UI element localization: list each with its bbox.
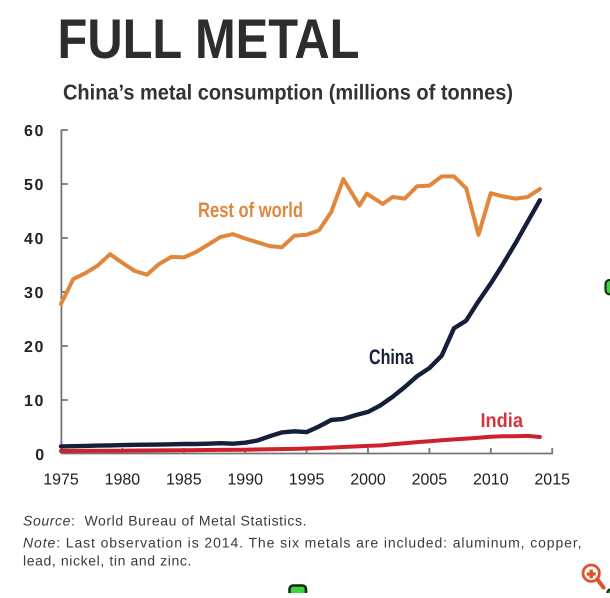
- svg-text:40: 40: [24, 231, 45, 248]
- svg-text:China: China: [369, 346, 414, 369]
- svg-text:Note: Last observation is 2014: Note: Last observation is 2014. The six …: [23, 535, 582, 551]
- svg-text:Rest of world: Rest of world: [198, 199, 303, 222]
- svg-text:20: 20: [24, 339, 45, 356]
- svg-text:50: 50: [24, 177, 45, 194]
- svg-text:60: 60: [24, 123, 45, 140]
- svg-text:1995: 1995: [289, 472, 325, 489]
- svg-text:FULL METAL: FULL METAL: [58, 7, 360, 70]
- svg-text:1980: 1980: [105, 472, 141, 489]
- svg-text:1990: 1990: [227, 472, 263, 489]
- svg-text:1985: 1985: [166, 472, 202, 489]
- svg-text:2015: 2015: [534, 472, 570, 489]
- svg-text:Source: World Bureau of Metal: Source: World Bureau of Metal Statistics…: [23, 513, 307, 529]
- svg-text:10: 10: [24, 393, 45, 410]
- svg-text:2005: 2005: [412, 472, 448, 489]
- svg-text:0: 0: [35, 447, 44, 464]
- svg-text:30: 30: [24, 285, 45, 302]
- svg-text:China’s metal consumption (mil: China’s metal consumption (millions of t…: [63, 81, 513, 105]
- svg-text:1975: 1975: [43, 472, 79, 489]
- svg-text:India: India: [481, 410, 524, 432]
- svg-text:lead, nickel, tin and zinc.: lead, nickel, tin and zinc.: [23, 553, 192, 569]
- svg-text:2010: 2010: [473, 472, 509, 489]
- svg-text:2000: 2000: [350, 472, 386, 489]
